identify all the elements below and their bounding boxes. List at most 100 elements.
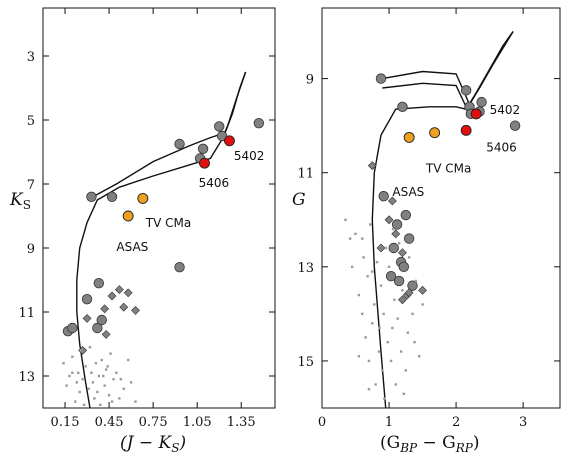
data-point-dwarfs: [383, 397, 386, 400]
data-point-dwarfs: [88, 346, 92, 349]
data-point-dwarfs: [401, 289, 404, 292]
data-point-giants: [96, 314, 107, 326]
data-point-giants: [197, 143, 209, 155]
data-point-dwarfs: [367, 359, 371, 363]
annotation-label: TV CMa: [145, 216, 191, 230]
y-tick-label: 7: [27, 178, 35, 193]
data-point-dwarfs: [344, 218, 347, 221]
data-point-dwarfs: [94, 362, 98, 365]
annotation-label: ASAS: [116, 240, 148, 254]
data-point-dwarfs: [71, 355, 74, 358]
right-data-points: [344, 73, 521, 400]
data-point-dwarfs: [382, 312, 385, 316]
data-point-dwarfs: [371, 322, 374, 325]
data-point-dwarfs: [354, 232, 357, 236]
data-point-dwarfs: [389, 359, 393, 363]
data-point-diamonds: [131, 305, 140, 315]
data-point-dwarfs: [348, 237, 352, 240]
data-point-diamonds: [100, 304, 110, 314]
data-point-giants: [106, 191, 118, 203]
data-point-giants: [375, 73, 387, 84]
y-tick-label: 9: [306, 73, 314, 88]
data-point-diamonds: [101, 329, 111, 339]
data-point-dwarfs: [84, 365, 87, 368]
data-point-dwarfs: [391, 326, 394, 330]
y-tick-label: 13: [297, 261, 314, 276]
y-tick-label: 5: [27, 114, 35, 129]
data-point-dwarfs: [96, 390, 99, 394]
data-point-dwarfs: [378, 326, 381, 330]
data-point-diamonds: [418, 285, 427, 295]
data-point-dwarfs: [364, 336, 367, 339]
data-point-asas: [403, 131, 415, 143]
data-point-dwarfs: [391, 227, 395, 231]
data-point-dwarfs: [102, 374, 105, 378]
data-point-giants: [174, 262, 185, 273]
data-point-giants: [397, 101, 408, 113]
data-point-diamonds: [367, 161, 377, 171]
data-point-giants: [509, 120, 521, 131]
annotation-label: ASAS: [392, 185, 424, 199]
x-tick-label: 1: [385, 415, 393, 430]
right-axis-ticks: 0 1 2 3 9 11 13 15: [297, 8, 560, 430]
data-point-dwarfs: [357, 355, 361, 358]
data-point-giants: [214, 121, 225, 132]
data-point-dwarfs: [78, 390, 81, 394]
data-point-dwarfs: [367, 387, 371, 391]
data-point-dwarfs: [394, 383, 397, 386]
data-point-dwarfs: [75, 381, 78, 384]
data-point-diamonds: [398, 248, 407, 258]
data-point-dwarfs: [126, 358, 130, 362]
right-y-axis-label: G: [292, 190, 306, 210]
data-point-dwarfs: [374, 383, 377, 386]
data-point-dwarfs: [399, 350, 403, 353]
data-point-diamonds: [114, 285, 124, 295]
isochrone-line: [382, 82, 467, 108]
data-point-giants: [93, 278, 104, 289]
data-point-diamonds: [404, 288, 414, 298]
x-tick-label: 2: [452, 415, 460, 430]
data-point-giants: [391, 219, 403, 230]
x-tick-label: 0.75: [139, 415, 168, 430]
data-point-dwarfs: [407, 256, 411, 259]
data-point-dwarfs: [361, 237, 364, 240]
data-point-dwarfs: [418, 355, 421, 358]
x-tick-label: 0.45: [95, 415, 124, 430]
x-tick-label: 1.05: [183, 415, 212, 430]
data-point-dwarfs: [74, 400, 77, 403]
data-point-dwarfs: [62, 362, 65, 365]
data-point-dwarfs: [77, 371, 80, 374]
data-point-dwarfs: [129, 381, 133, 384]
data-point-dwarfs: [366, 275, 369, 278]
annotation-label: TV CMa: [425, 162, 471, 176]
right-x-axis-label: (GBP − GRP): [380, 433, 480, 455]
data-point-tv-cma: [429, 127, 441, 139]
data-point-dwarfs: [82, 403, 86, 406]
x-tick-label: 3: [519, 415, 527, 430]
data-point-giants: [86, 191, 97, 203]
data-point-giants: [393, 275, 405, 287]
y-tick-label: 11: [18, 306, 35, 321]
y-tick-label: 11: [297, 167, 314, 182]
data-point-diamonds: [376, 243, 386, 253]
data-point-dwarfs: [93, 397, 96, 400]
left-x-axis-label: (J − KS): [120, 433, 186, 455]
data-point-giants: [398, 261, 409, 273]
y-tick-label: 13: [18, 370, 35, 385]
data-point-dwarfs: [65, 384, 68, 387]
data-point-giants: [378, 191, 389, 202]
data-point-dwarfs: [91, 381, 95, 384]
data-point-dwarfs: [387, 265, 391, 269]
data-point-giants: [174, 138, 185, 150]
data-point-dwarfs: [373, 303, 376, 306]
data-point-dwarfs: [115, 371, 118, 374]
x-tick-label: 0.15: [51, 415, 80, 430]
data-point-dwarfs: [106, 365, 109, 368]
data-point-dwarfs: [413, 340, 416, 344]
data-point-diamonds: [387, 196, 397, 206]
left-data-points: [62, 117, 265, 406]
data-point-dwarfs: [103, 384, 106, 387]
data-point-dwarfs: [122, 387, 125, 390]
